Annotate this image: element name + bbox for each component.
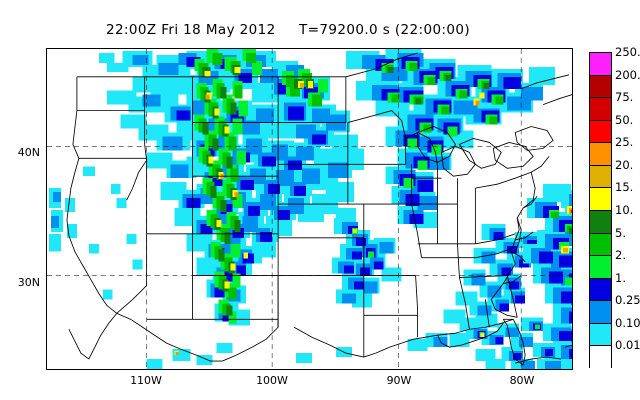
colorbar-tick-label: 1. xyxy=(615,270,626,285)
colorbar-tick-label: 250. xyxy=(615,45,640,59)
colorbar-band-10p xyxy=(590,210,611,234)
map-canvas xyxy=(47,49,572,369)
colorbar-band-5p xyxy=(590,233,611,257)
colorbar-tick-label: 200. xyxy=(615,67,640,82)
lon-tick-80w: 80W xyxy=(509,374,535,387)
lon-tick-100w: 100W xyxy=(256,374,288,387)
colorbar-tick-label: 0.25 xyxy=(615,293,640,308)
colorbar-tick-label: 25. xyxy=(615,135,634,150)
lon-tick-110w: 110W xyxy=(130,374,162,387)
colorbar-band-75p xyxy=(590,98,611,121)
state-borders xyxy=(66,52,572,366)
colorbar xyxy=(589,52,612,369)
lat-tick-40n: 40N xyxy=(17,146,40,159)
colorbar-tick-label: 2. xyxy=(615,248,626,263)
page-title: 22:00Z Fri 18 May 2012 T=79200.0 s (22:0… xyxy=(105,22,471,38)
colorbar-band-200p xyxy=(590,75,611,99)
colorbar-tick-label: 0.10 xyxy=(615,315,640,330)
colorbar-band-250p xyxy=(590,53,611,76)
lat-tick-30n: 30N xyxy=(17,276,40,289)
colorbar-band-50p xyxy=(590,120,611,144)
colorbar-tick-label: 75. xyxy=(615,90,634,105)
colorbar-tick-label: 20. xyxy=(615,157,634,172)
lon-tick-90w: 90W xyxy=(386,374,412,387)
colorbar-band-25p xyxy=(590,143,611,166)
colorbar-band-0p25 xyxy=(590,301,611,324)
precipitation-map[interactable] xyxy=(46,48,573,370)
colorbar-band-2p xyxy=(590,256,611,279)
colorbar-tick-label: 5. xyxy=(615,225,626,240)
colorbar-tick-label: 0.01 xyxy=(615,338,640,353)
colorbar-band-1p xyxy=(590,278,611,302)
colorbar-tick-label: 50. xyxy=(615,112,634,127)
colorbar-band-15p xyxy=(590,188,611,211)
colorbar-band-0p01 xyxy=(590,346,611,369)
colorbar-band-20p xyxy=(590,165,611,189)
colorbar-tick-label: 15. xyxy=(615,180,634,195)
colorbar-band-0p10 xyxy=(590,323,611,347)
colorbar-tick-label: 10. xyxy=(615,203,634,217)
precipitation-field xyxy=(48,49,572,369)
